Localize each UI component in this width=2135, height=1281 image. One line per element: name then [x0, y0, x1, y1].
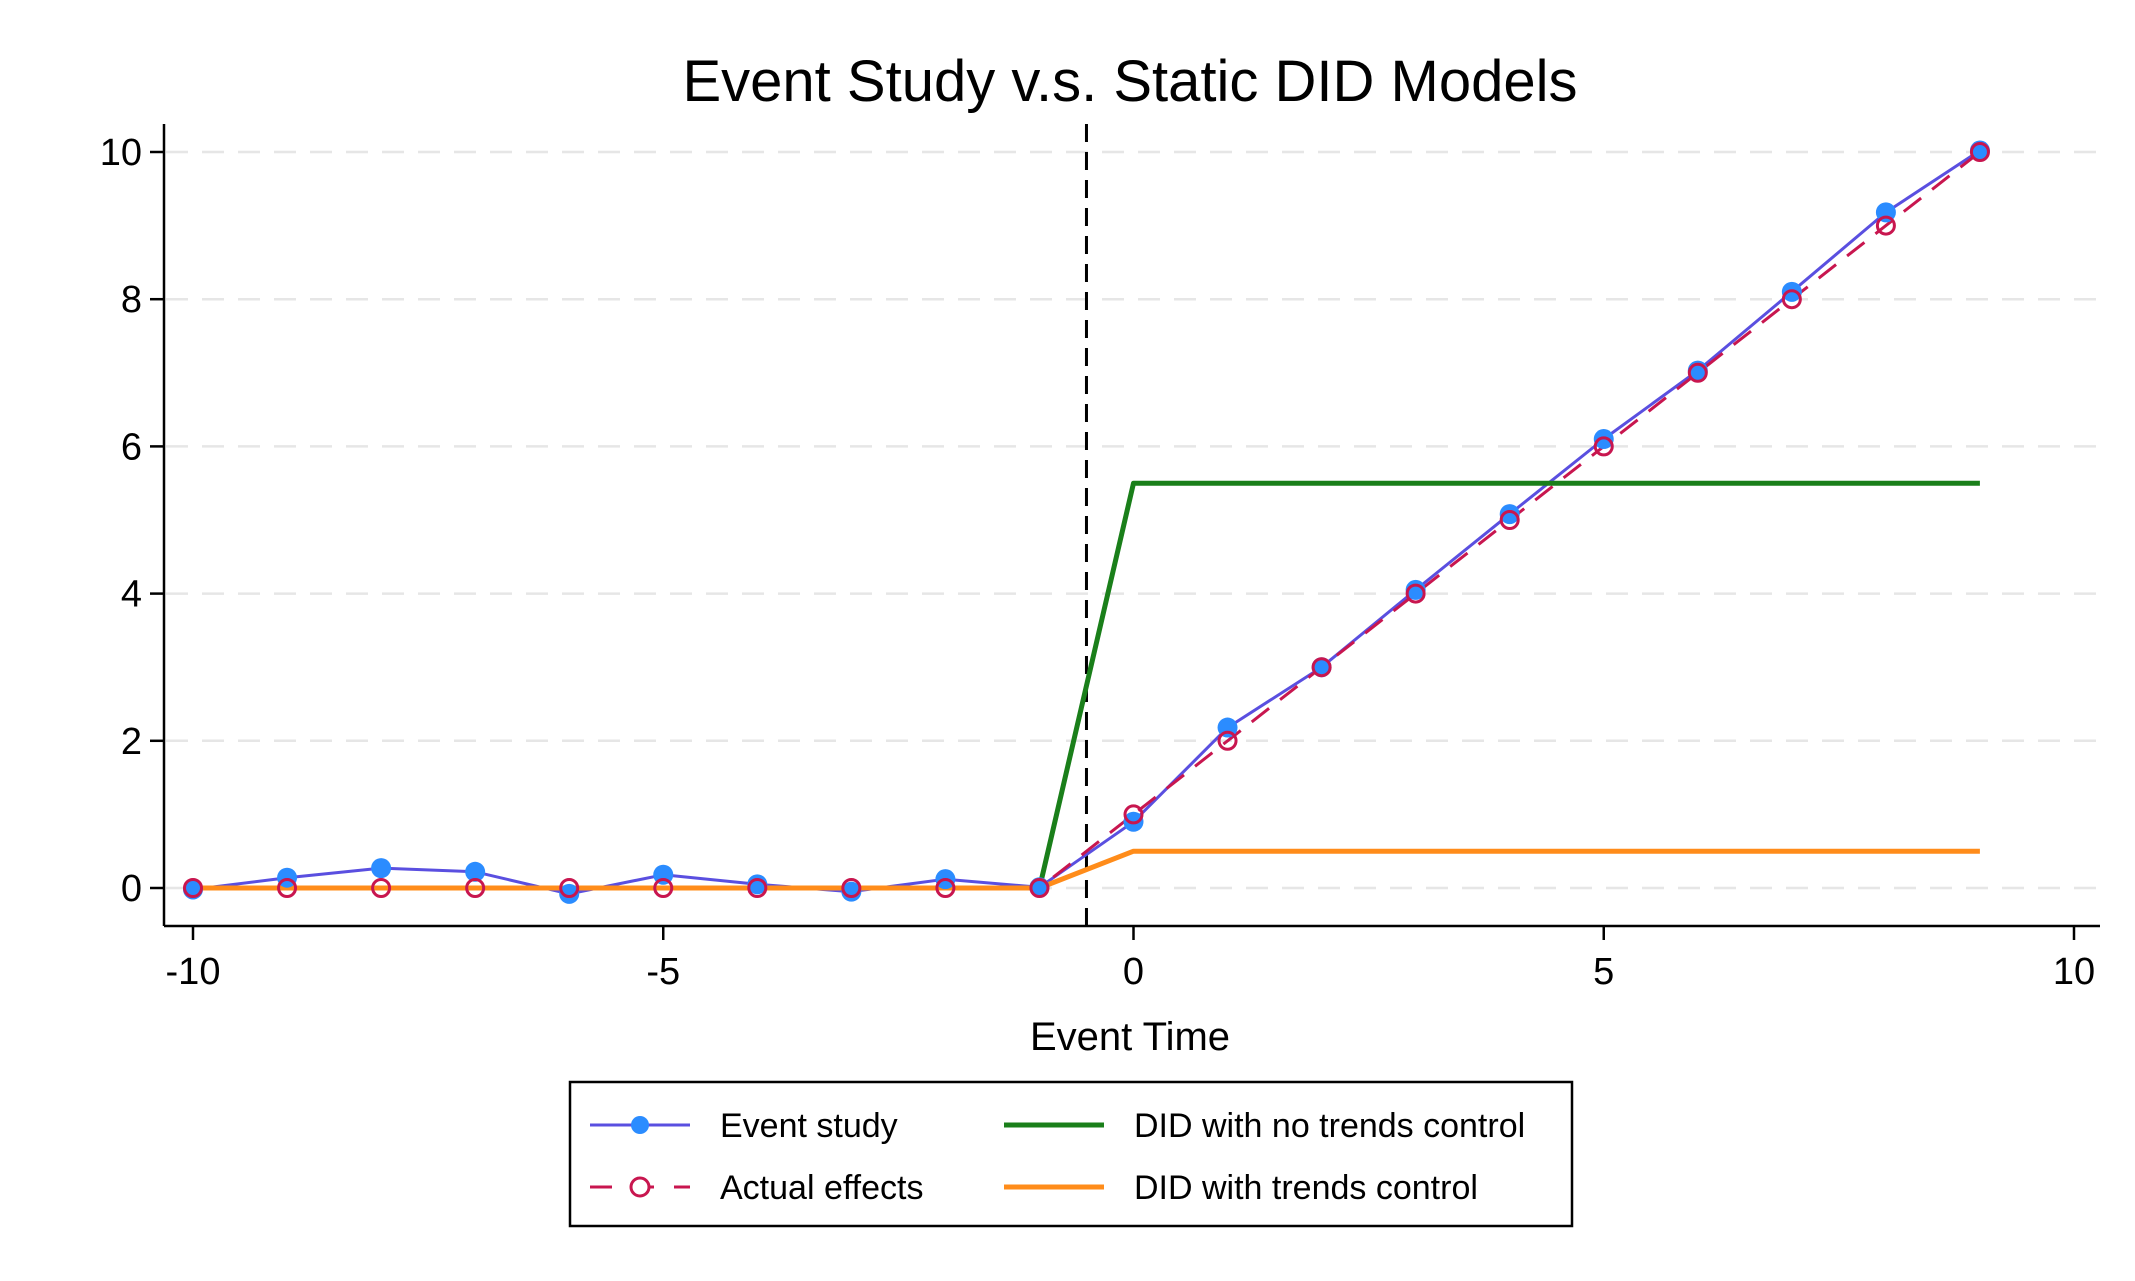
actual-effect-point	[653, 878, 674, 898]
event-study-point	[371, 858, 392, 879]
legend: Event study Actual effects DID with no t…	[568, 1080, 1574, 1228]
x-axis-label: Event Time	[1030, 1015, 1230, 1059]
actual-effect-point	[559, 878, 580, 898]
legend-item-did-trends: DID with trends control	[1004, 1169, 1478, 1207]
actual-effect-point	[465, 878, 486, 898]
event-study-point	[841, 881, 862, 902]
actual-effect-point	[1969, 142, 1990, 162]
series-line-0	[192, 149, 1981, 896]
series-line-3	[193, 848, 1980, 891]
legend-item-event-study: Event study	[590, 1107, 898, 1145]
legend-label-event-study: Event study	[720, 1107, 898, 1145]
x-ticks: -10 -5 0 5 10	[166, 926, 2095, 993]
actual-effect-point	[1123, 804, 1144, 825]
event-study-point	[1405, 579, 1426, 600]
legend-marker-event-study	[631, 1116, 649, 1134]
actual-effect-point	[1311, 657, 1332, 678]
actual-effect-point	[747, 878, 768, 898]
legend-box	[568, 1080, 1574, 1228]
actual-effect-point	[1875, 215, 1896, 236]
y-tick-label-0: 0	[121, 868, 142, 910]
axes	[162, 124, 2100, 928]
actual-effect-point	[1217, 730, 1238, 751]
legend-item-did-no-trends: DID with no trends control	[1004, 1107, 1525, 1145]
x-tick-label-0: 0	[1123, 951, 1144, 993]
actual-effect-point	[371, 878, 392, 898]
legend-label-did-trends: DID with trends control	[1134, 1169, 1478, 1207]
series-markers	[183, 140, 1990, 904]
grid-lines	[166, 150, 2100, 890]
y-tick-label-6: 6	[121, 426, 142, 468]
x-tick-label--10: -10	[166, 951, 221, 993]
x-tick-label--5: -5	[646, 951, 680, 993]
actual-effect-point	[935, 878, 956, 898]
event-study-point	[1499, 504, 1520, 525]
chart-title: Event Study v.s. Static DID Models	[682, 49, 1577, 114]
event-study-point	[465, 861, 486, 882]
x-tick-label-5: 5	[1593, 951, 1614, 993]
legend-label-actual-effects: Actual effects	[720, 1169, 924, 1207]
actual-effect-point	[841, 878, 862, 898]
actual-effect-point	[1781, 289, 1802, 310]
event-study-point	[559, 883, 580, 904]
actual-effect-point	[1499, 510, 1520, 530]
legend-label-did-no-trends: DID with no trends control	[1134, 1107, 1525, 1145]
actual-effect-point	[1687, 362, 1708, 383]
y-tick-label-2: 2	[121, 721, 142, 763]
y-tick-label-8: 8	[121, 279, 142, 321]
actual-effect-point	[277, 878, 298, 898]
actual-effect-point	[183, 878, 203, 898]
legend-marker-actual-effects	[629, 1176, 651, 1198]
actual-effect-point	[1029, 878, 1050, 898]
y-ticks: 0 2 4 6 8 10	[100, 132, 164, 910]
actual-effect-point	[1405, 583, 1426, 604]
event-study-point	[747, 874, 768, 895]
y-tick-label-4: 4	[121, 574, 142, 616]
actual-effect-point	[1593, 436, 1614, 457]
legend-item-actual-effects: Actual effects	[590, 1169, 924, 1207]
y-tick-label-10: 10	[100, 132, 142, 174]
series-lines	[192, 149, 1981, 896]
x-tick-label-10: 10	[2053, 951, 2095, 993]
